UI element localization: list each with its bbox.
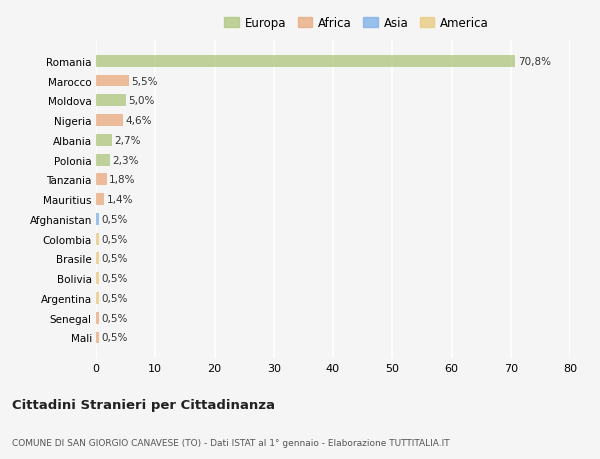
Bar [96,75,128,87]
Bar [96,115,123,127]
Legend: Europa, Africa, Asia, America: Europa, Africa, Asia, America [222,15,491,32]
Text: 0,5%: 0,5% [101,313,128,323]
Bar [96,273,99,285]
Bar [96,312,99,324]
Text: 70,8%: 70,8% [518,56,551,67]
Bar [96,213,99,225]
Bar [96,56,515,67]
Text: 0,5%: 0,5% [101,254,128,264]
Text: 5,5%: 5,5% [131,76,157,86]
Bar [96,154,110,166]
Text: 0,5%: 0,5% [101,214,128,224]
Bar [96,332,99,344]
Text: 5,0%: 5,0% [128,96,154,106]
Text: 0,5%: 0,5% [101,333,128,343]
Text: 4,6%: 4,6% [125,116,152,126]
Bar [96,292,99,304]
Text: 1,4%: 1,4% [107,195,133,205]
Text: 1,8%: 1,8% [109,175,136,185]
Bar [96,134,112,146]
Text: 2,7%: 2,7% [115,135,141,146]
Bar [96,174,107,186]
Text: 0,5%: 0,5% [101,274,128,284]
Bar [96,253,99,265]
Bar [96,233,99,245]
Bar [96,95,125,107]
Text: Cittadini Stranieri per Cittadinanza: Cittadini Stranieri per Cittadinanza [12,398,275,412]
Text: COMUNE DI SAN GIORGIO CANAVESE (TO) - Dati ISTAT al 1° gennaio - Elaborazione TU: COMUNE DI SAN GIORGIO CANAVESE (TO) - Da… [12,438,449,447]
Bar [96,194,104,206]
Text: 2,3%: 2,3% [112,155,139,165]
Text: 0,5%: 0,5% [101,234,128,244]
Text: 0,5%: 0,5% [101,293,128,303]
